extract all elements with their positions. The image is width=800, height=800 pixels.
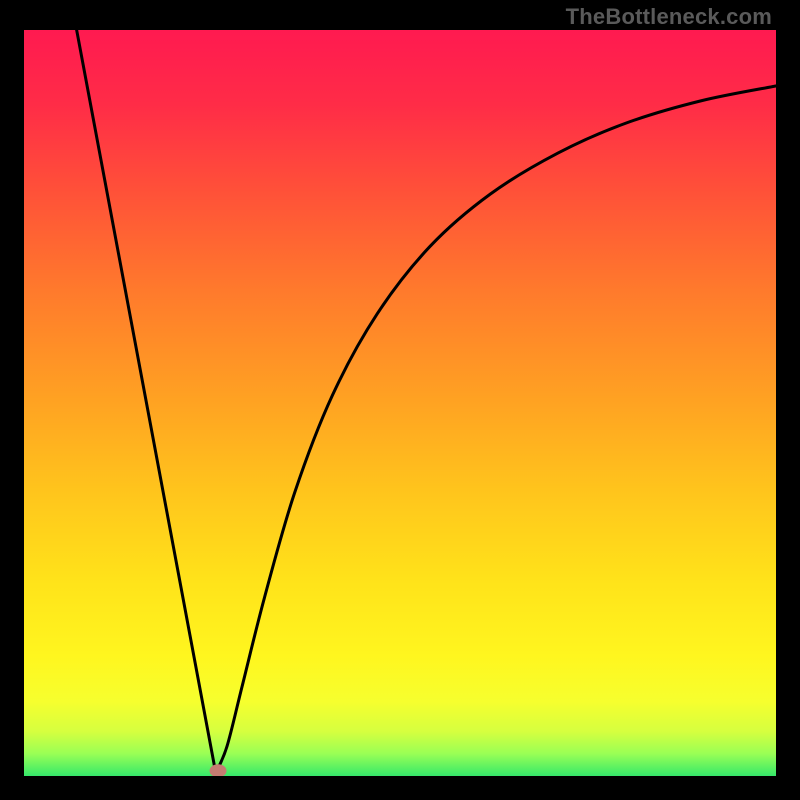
watermark-text: TheBottleneck.com bbox=[566, 4, 772, 30]
plot-svg bbox=[24, 30, 776, 776]
plot-area bbox=[24, 30, 776, 776]
chart-root: TheBottleneck.com bbox=[0, 0, 800, 800]
gradient-background bbox=[24, 30, 776, 776]
minimum-marker bbox=[210, 765, 226, 776]
